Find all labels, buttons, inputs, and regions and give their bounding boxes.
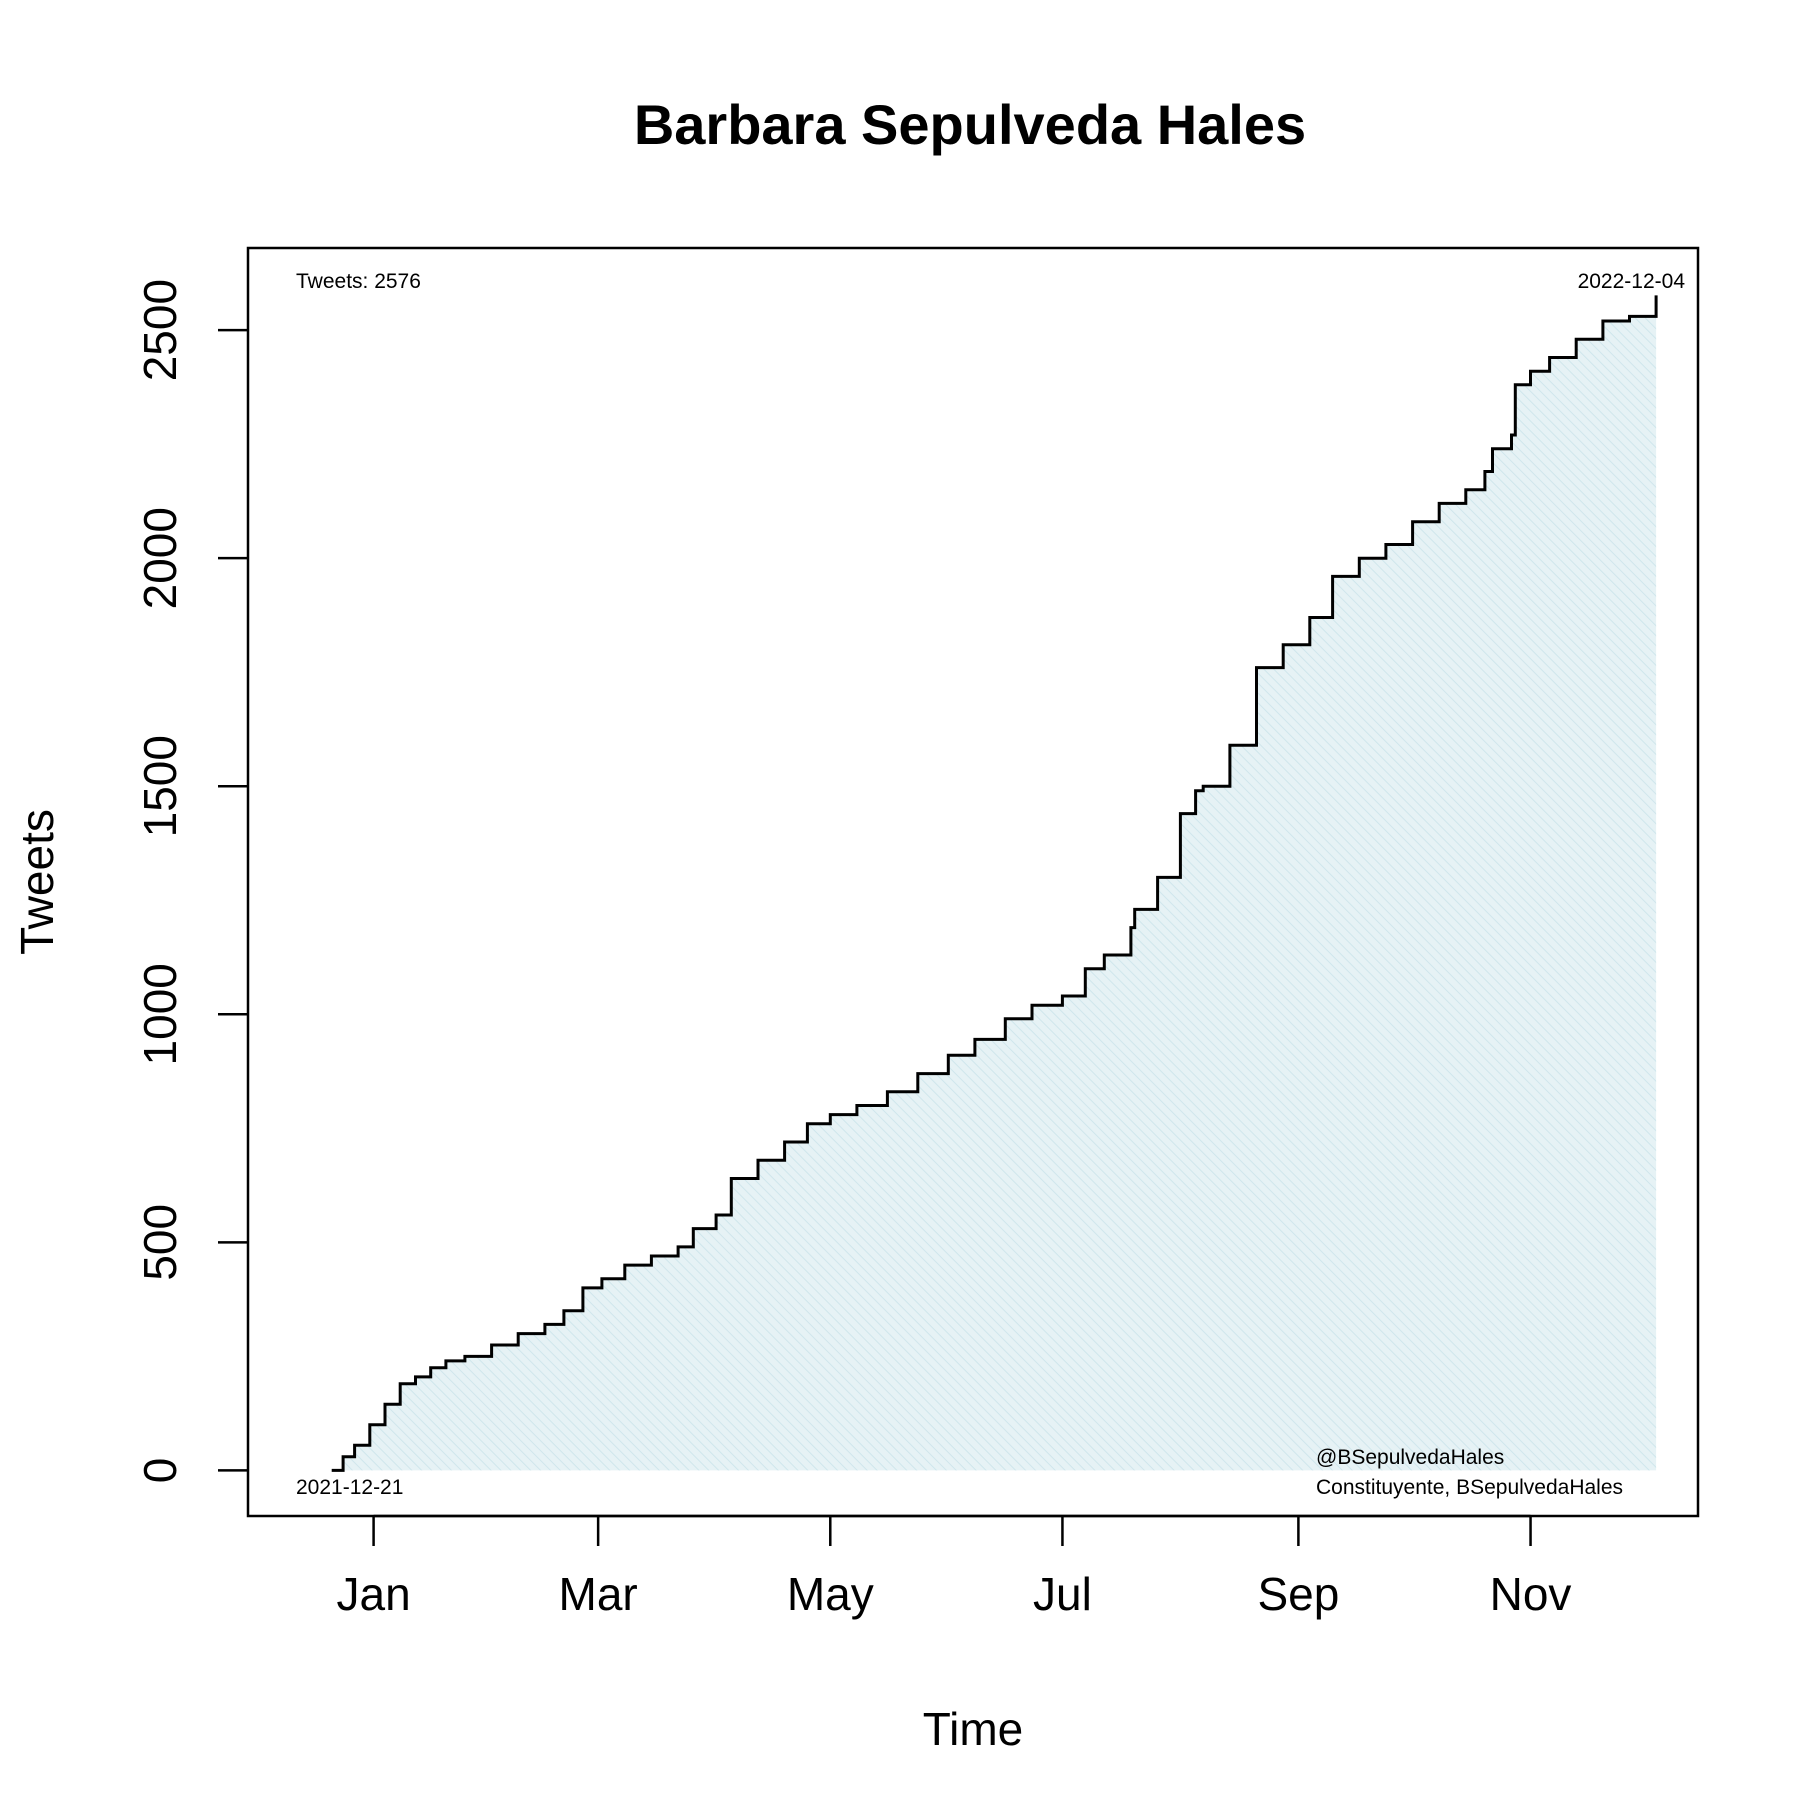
y-axis: 0 500 1000 1500 2000 2500 [134, 279, 248, 1483]
y-tick-label: 0 [134, 1458, 186, 1484]
y-axis-title: Tweets [11, 809, 63, 955]
x-tick-label: Jan [337, 1568, 411, 1620]
x-tick-label: Sep [1257, 1568, 1339, 1620]
x-tick-label: Mar [559, 1568, 638, 1620]
start-date-annotation: 2021-12-21 [296, 1476, 403, 1499]
y-tick-label: 1500 [134, 735, 186, 837]
x-axis-title: Time [923, 1703, 1024, 1755]
y-tick-label: 2500 [134, 279, 186, 381]
x-tick-label: Nov [1490, 1568, 1572, 1620]
chart-title: Barbara Sepulveda Hales [634, 93, 1306, 156]
tweet-count-annotation: Tweets: 2576 [296, 270, 421, 293]
series-area-hatch [331, 295, 1657, 1471]
y-tick-label: 500 [134, 1204, 186, 1281]
x-axis: Jan Mar May Jul Sep Nov [337, 1514, 1572, 1620]
plot-area [331, 295, 1658, 1472]
y-tick-label: 2000 [134, 507, 186, 609]
series-line [331, 295, 1658, 1472]
x-tick-label: May [787, 1568, 874, 1620]
y-tick-label: 1000 [134, 963, 186, 1065]
handle-annotation: @BSepulvedaHales [1316, 1446, 1504, 1469]
x-tick-label: Jul [1033, 1568, 1092, 1620]
end-date-annotation: 2022-12-04 [1578, 270, 1686, 293]
account-annotation: Constituyente, BSepulvedaHales [1316, 1476, 1623, 1499]
